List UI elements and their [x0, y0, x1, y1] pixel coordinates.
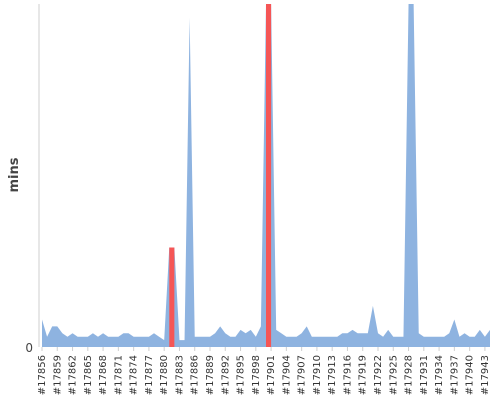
x-axis-tick-label-26: #17934 — [434, 355, 445, 395]
x-axis-ticks: #17856 #17859 #17862 #17865 #17868 #17871 #178… — [37, 347, 491, 395]
x-axis-tick-label-10: #17886 — [190, 355, 201, 395]
x-axis-tick-label-6: #17874 — [129, 355, 140, 395]
x-axis-tick-label-13: #17895 — [236, 355, 247, 395]
x-axis-tick-label-1: #17859 — [52, 355, 63, 395]
x-axis-tick-label-23: #17925 — [388, 355, 399, 395]
highlight-area-1 — [169, 247, 175, 347]
x-axis-tick-label-15: #17901 — [266, 355, 277, 395]
x-axis-tick-label-0: #17856 — [37, 355, 48, 395]
x-axis-tick-label-29: #17943 — [480, 355, 491, 395]
x-axis-tick-label-21: #17919 — [358, 355, 369, 395]
x-axis-tick-label-5: #17871 — [113, 355, 124, 395]
x-axis-tick-label-28: #17940 — [465, 355, 476, 395]
x-axis-tick-label-27: #17937 — [449, 355, 460, 395]
x-axis-tick-label-18: #17910 — [312, 355, 323, 395]
x-axis-tick-label-19: #17913 — [327, 355, 338, 395]
x-axis-tick-label-7: #17877 — [144, 355, 155, 395]
highlight-area-2 — [266, 4, 272, 347]
x-axis-tick-label-24: #17928 — [404, 355, 415, 395]
x-axis-tick-label-22: #17922 — [373, 355, 384, 395]
y-axis-tick-label-0: 0 — [25, 341, 33, 355]
x-axis-tick-label-17: #17907 — [297, 355, 308, 395]
x-axis-tick-label-8: #17880 — [159, 355, 170, 395]
x-axis-tick-label-2: #17862 — [68, 355, 79, 395]
x-axis-tick-label-3: #17865 — [83, 355, 94, 395]
x-axis-tick-label-11: #17889 — [205, 355, 216, 395]
x-axis-tick-label-4: #17868 — [98, 355, 109, 395]
y-axis-label: mins — [7, 157, 22, 192]
area-layer — [42, 4, 490, 347]
x-axis-tick-label-14: #17898 — [251, 355, 262, 395]
x-axis-tick-label-9: #17883 — [174, 355, 185, 395]
x-axis-tick-label-12: #17892 — [220, 355, 231, 395]
x-axis-tick-label-25: #17931 — [419, 355, 430, 395]
x-axis-tick-label-16: #17904 — [281, 355, 292, 395]
x-axis-tick-label-20: #17916 — [342, 355, 353, 395]
